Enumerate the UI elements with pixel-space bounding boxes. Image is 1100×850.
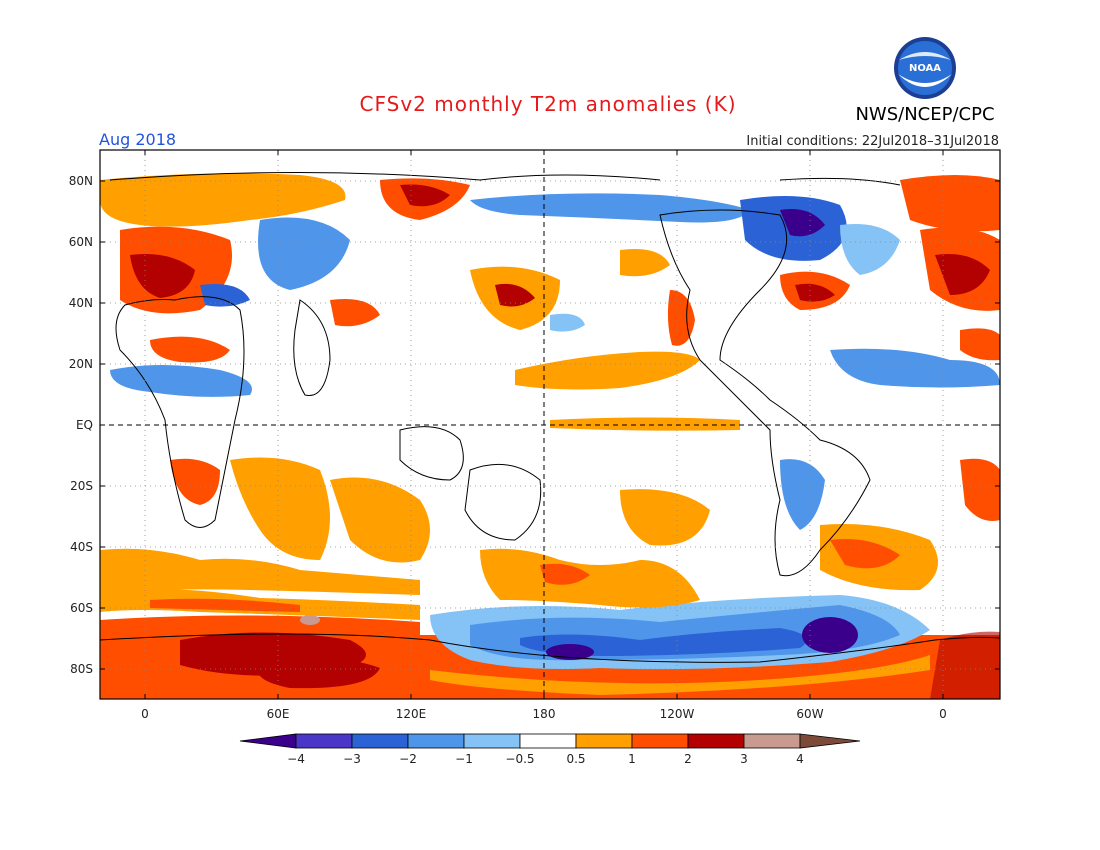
longitude-axis: 0 60E 120E 180 120W 60W 0 [141, 707, 947, 721]
colorbar-bin-neg1-neg05 [463, 733, 521, 749]
month-label: Aug 2018 [99, 130, 176, 149]
colorbar-label-05: 0.5 [566, 752, 585, 766]
colorbar-bin-1-2 [631, 733, 689, 749]
colorbar-bin-3-4 [743, 733, 801, 749]
coastlines [100, 172, 1000, 663]
agency-label: NWS/NCEP/CPC [855, 104, 994, 125]
colorbar [239, 733, 861, 749]
colorbar-below-min-triangle [239, 733, 297, 749]
lat-label-80s: 80S [70, 662, 93, 676]
noaa-logo: NOAA [894, 37, 956, 99]
longitude-ticks [144, 150, 944, 699]
lat-label-60n: 60N [69, 235, 93, 249]
lon-label-0-right: 0 [939, 707, 947, 721]
colorbar-label-2: 2 [684, 752, 692, 766]
map-plot-area [100, 150, 1000, 699]
lat-label-20n: 20N [69, 357, 93, 371]
colorbar-bin-05-1 [575, 733, 633, 749]
colorbar-bin-2-3 [687, 733, 745, 749]
northern-features [100, 173, 1000, 330]
lon-label-120w: 120W [660, 707, 695, 721]
colorbar-label-1: 1 [628, 752, 636, 766]
lat-label-20s: 20S [70, 479, 93, 493]
lon-label-60e: 60E [267, 707, 290, 721]
colorbar-label-4: 4 [796, 752, 804, 766]
colorbar-label-neg4: −4 [287, 752, 305, 766]
lat-label-80n: 80N [69, 174, 93, 188]
initial-conditions-label: Initial conditions: 22Jul2018–31Jul2018 [746, 134, 999, 149]
lat-label-eq: EQ [76, 418, 93, 432]
colorbar-label-neg1: −1 [455, 752, 473, 766]
tropical-features [110, 290, 1000, 530]
colorbar-label-neg2: −2 [399, 752, 417, 766]
colorbar-bin-neutral [519, 733, 577, 749]
latitude-axis: 80N 60N 40N 20N EQ 20S 40S 60S 80S [69, 174, 93, 676]
lon-label-120e: 120E [396, 707, 427, 721]
lat-label-40s: 40S [70, 540, 93, 554]
lat-label-40n: 40N [69, 296, 93, 310]
latitude-ticks [100, 180, 1000, 670]
southern-ocean-cold-band [430, 595, 930, 695]
colorbar-label-3: 3 [740, 752, 748, 766]
lon-label-180: 180 [533, 707, 556, 721]
colorbar-label-neg05: −0.5 [505, 752, 534, 766]
map-title: CFSv2 monthly T2m anomalies (K) [360, 92, 737, 116]
lon-label-0-left: 0 [141, 707, 149, 721]
grid-lines [100, 150, 1000, 699]
lon-label-60w: 60W [796, 707, 823, 721]
colorbar-bin-neg4-neg3 [295, 733, 353, 749]
colorbar-labels: −4 −3 −2 −1 −0.5 0.5 1 2 3 4 [287, 752, 804, 766]
colorbar-bin-neg3-neg2 [351, 733, 409, 749]
colorbar-above-max-triangle [799, 733, 861, 749]
lat-label-60s: 60S [70, 601, 93, 615]
southern-warm-patches [100, 457, 1000, 608]
colorbar-label-neg3: −3 [343, 752, 361, 766]
colorbar-bin-neg2-neg1 [407, 733, 465, 749]
noaa-logo-text: NOAA [909, 63, 941, 74]
